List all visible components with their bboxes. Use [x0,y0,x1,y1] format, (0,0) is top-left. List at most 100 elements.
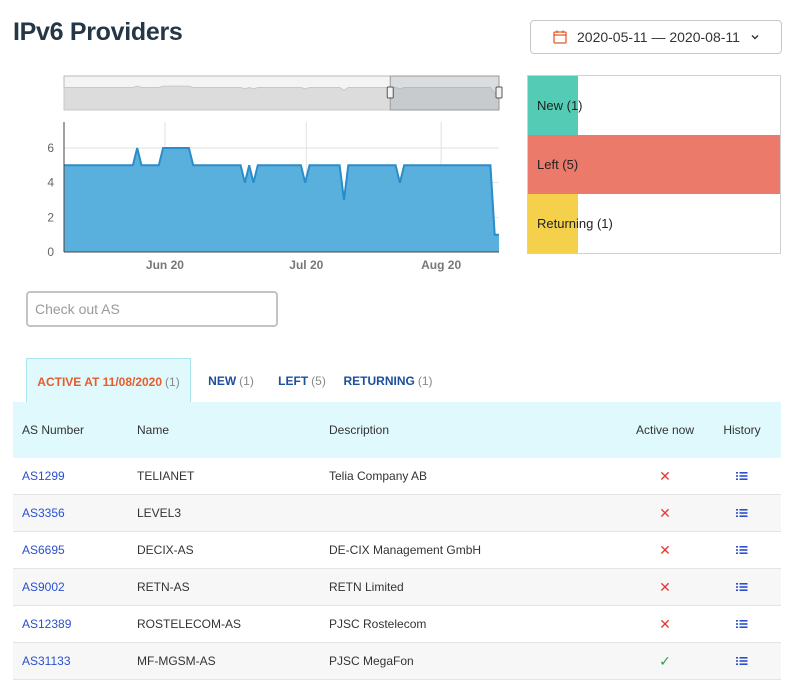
legend-item[interactable]: Left (5) [528,135,780,194]
description-cell: RETN Limited [329,580,404,594]
name-cell: DECIX-AS [137,543,194,557]
active-cell: ✕ [623,606,707,642]
legend-label: New (1) [537,98,583,113]
as-link[interactable]: AS31133 [22,654,71,668]
as-link[interactable]: AS9002 [22,580,65,594]
series-line [64,147,499,236]
legend-label: Left (5) [537,157,579,172]
legend-item[interactable]: Returning (1) [528,194,780,253]
tab-left-label: LEFT [278,373,309,388]
as-link[interactable]: AS6695 [22,543,65,557]
name-cell: RETN-AS [137,580,190,594]
cross-icon: ✕ [659,615,671,632]
check-icon: ✓ [659,652,671,669]
tab-new-label: NEW [208,373,237,388]
header-history: History [723,423,761,437]
as-cell: AS6695 [22,532,65,568]
x-tick-label: Aug 20 [421,258,461,272]
history-cell [707,643,777,679]
header-description[interactable]: Description [329,423,390,437]
table-row: AS3356 LEVEL3 ✕ [13,495,781,532]
as-link[interactable]: AS12389 [22,617,72,631]
tab-returning-label: RETURNING [343,373,415,388]
cross-icon: ✕ [659,541,671,558]
tab-bar: ACTIVE AT 11/08/2020 (1) NEW (1) LEFT (5… [13,358,781,404]
tab-new[interactable]: NEW (1) [196,358,266,403]
as-link[interactable]: AS3356 [22,506,65,520]
header-active-now[interactable]: Active now [635,423,695,437]
table-body: AS1299 TELIANET Telia Company AB ✕ AS3356 LEV… [13,458,781,680]
name-cell: ROSTELECOM-AS [137,617,242,631]
active-cell: ✕ [623,458,707,494]
cross-icon: ✕ [659,467,671,484]
history-cell [707,495,777,531]
list-icon[interactable] [736,508,748,518]
active-cell: ✕ [623,569,707,605]
description-cell: Telia Company AB [329,469,428,483]
legend-label: Returning (1) [537,216,613,231]
tab-left[interactable]: LEFT (5) [266,358,338,403]
y-tick-label: 0 [47,245,54,259]
navigator-right-handle[interactable] [495,86,503,99]
tab-returning[interactable]: RETURNING (1) [338,358,438,403]
description-cell: PJSC MegaFon [329,654,414,668]
history-cell [707,569,777,605]
list-icon[interactable] [736,471,748,481]
navigator-selection [389,75,500,111]
tab-left-count: (5) [311,373,326,388]
history-cell [707,458,777,494]
history-cell [707,606,777,642]
list-icon[interactable] [736,545,748,555]
providers-table: AS Number Name Description Active now Hi… [13,402,781,680]
as-cell: AS3356 [22,495,65,531]
table-row: AS12389 ROSTELECOM-AS PJSC Rostelecom ✕ [13,606,781,643]
providers-chart[interactable]: 0 2 4 6 Jun 20 Jul 20 Aug 20 [28,70,508,280]
as-cell: AS12389 [22,606,71,642]
history-cell [707,532,777,568]
tab-new-count: (1) [239,373,254,388]
tab-returning-count: (1) [417,373,433,388]
legend-item[interactable]: New (1) [528,76,780,135]
header-name[interactable]: Name [137,423,170,437]
status-legend: New (1) Left (5) Returning (1) [527,75,781,254]
y-tick-label: 6 [47,141,54,155]
active-cell: ✓ [623,643,707,679]
as-link[interactable]: AS1299 [22,469,65,483]
date-range-picker[interactable]: 2020-05-11 — 2020-08-11 [530,20,782,54]
table-row: AS6695 DECIX-AS DE-CIX Management GmbH ✕ [13,532,781,569]
description-cell: DE-CIX Management GmbH [329,543,482,557]
y-tick-label: 2 [47,210,54,224]
as-search-input[interactable] [26,291,278,327]
list-icon[interactable] [736,582,748,592]
list-icon[interactable] [736,656,748,666]
description-cell: PJSC Rostelecom [329,617,427,631]
name-cell: LEVEL3 [137,506,182,520]
name-cell: TELIANET [137,469,195,483]
chevron-down-icon [751,35,759,40]
chart-svg[interactable]: 0 2 4 6 Jun 20 Jul 20 Aug 20 [28,70,508,280]
tab-active-label: ACTIVE AT 11/08/2020 [37,374,163,389]
y-tick-label: 4 [47,176,54,190]
cross-icon: ✕ [659,504,671,521]
calendar-icon [553,30,567,44]
table-row: AS1299 TELIANET Telia Company AB ✕ [13,458,781,495]
active-cell: ✕ [623,495,707,531]
legend-bar [528,135,780,194]
name-cell: MF-MGSM-AS [137,654,216,668]
header-as-number[interactable]: AS Number [22,423,85,437]
series-area [64,148,499,252]
list-icon[interactable] [736,619,748,629]
as-cell: AS1299 [22,458,65,494]
x-tick-label: Jul 20 [289,258,323,272]
table-header: AS Number Name Description Active now Hi… [13,402,781,458]
as-cell: AS31133 [22,643,71,679]
tab-active[interactable]: ACTIVE AT 11/08/2020 (1) [26,358,191,404]
x-tick-label: Jun 20 [146,258,184,272]
date-range-label: 2020-05-11 — 2020-08-11 [577,29,740,45]
legend-bar [528,194,579,253]
cross-icon: ✕ [659,578,671,595]
page-title: IPv6 Providers [13,18,183,46]
navigator-left-handle[interactable] [386,86,394,99]
active-cell: ✕ [623,532,707,568]
legend-bar [528,76,579,135]
